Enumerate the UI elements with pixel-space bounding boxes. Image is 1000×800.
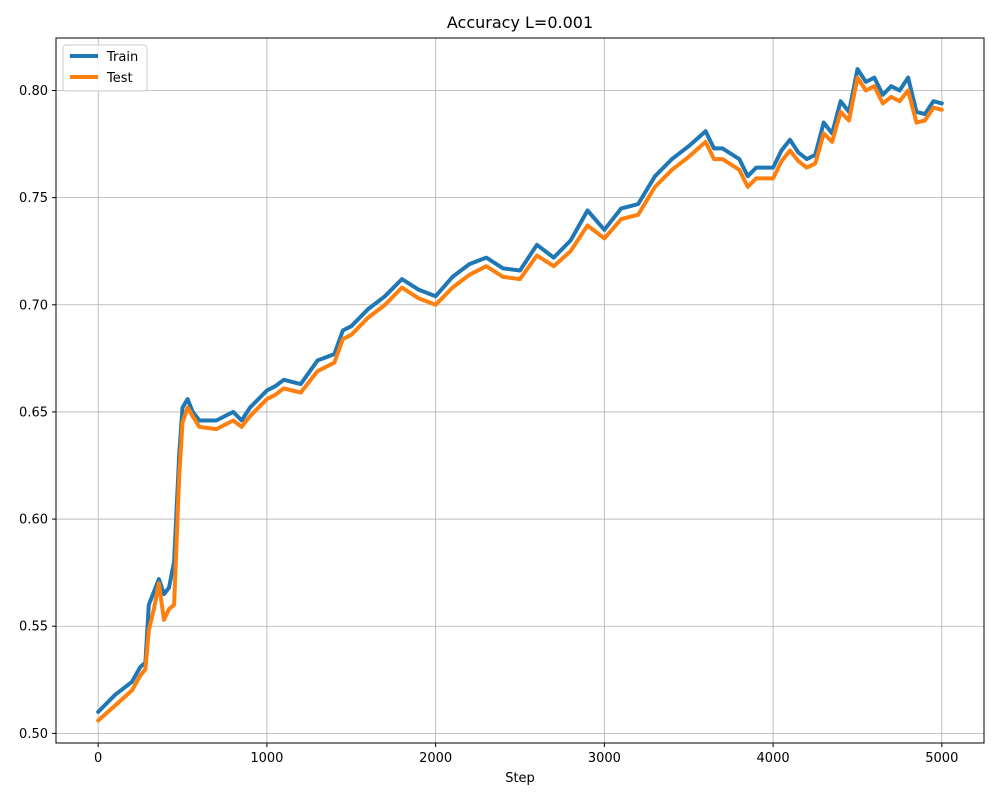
x-tick-label: 4000 [757, 751, 790, 766]
plot-frame [55, 37, 985, 744]
y-tick-label: 0.75 [19, 191, 48, 206]
series-line-train [96, 67, 944, 714]
legend: Train Test [62, 44, 148, 92]
x-tick-label: 5000 [925, 751, 958, 766]
chart-title: Accuracy L=0.001 [447, 13, 593, 32]
x-tick-label: 3000 [588, 751, 621, 766]
y-tick-label: 0.65 [19, 405, 48, 420]
y-tick-label: 0.70 [19, 298, 48, 313]
x-axis-ticks: 0 1000 2000 3000 4000 5000 [94, 743, 958, 766]
y-axis-ticks: 0.50 0.55 0.60 0.65 0.70 0.75 0.80 [19, 84, 56, 742]
series-line-test [96, 75, 944, 723]
y-tick-label: 0.55 [19, 620, 48, 635]
x-tick-label: 0 [94, 751, 102, 766]
legend-label-test: Test [106, 71, 133, 86]
y-tick-label: 0.60 [19, 513, 48, 528]
x-axis-label: Step [505, 771, 535, 786]
series-lines [96, 67, 944, 723]
x-tick-label: 1000 [250, 751, 283, 766]
legend-label-train: Train [106, 50, 138, 65]
y-tick-label: 0.80 [19, 84, 48, 99]
x-tick-label: 2000 [419, 751, 452, 766]
grid-lines [56, 38, 984, 743]
y-tick-label: 0.50 [19, 727, 48, 742]
